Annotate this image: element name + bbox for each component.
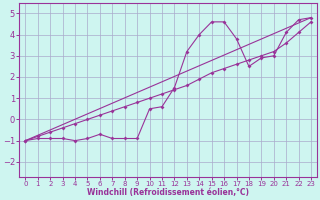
X-axis label: Windchill (Refroidissement éolien,°C): Windchill (Refroidissement éolien,°C) <box>87 188 249 197</box>
